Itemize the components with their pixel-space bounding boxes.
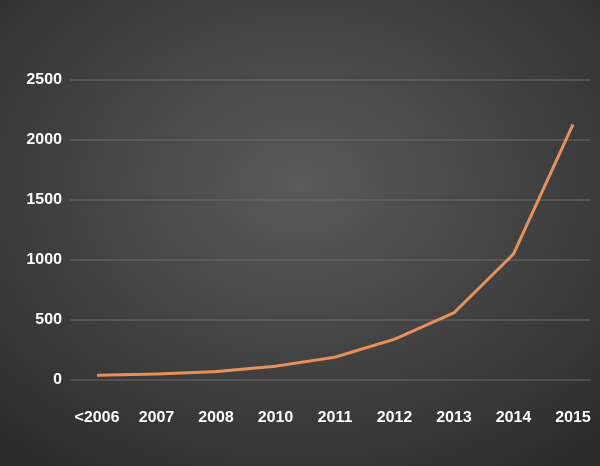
x-tick-label: 2012 — [377, 409, 413, 426]
data-line — [96, 123, 575, 377]
y-tick-label: 2000 — [26, 131, 62, 148]
x-tick-label: 2008 — [198, 409, 234, 426]
y-tick-label: 2500 — [26, 71, 62, 88]
y-tick-label: 0 — [53, 371, 62, 388]
x-tick-label: 2007 — [139, 409, 175, 426]
x-tick-label: 2015 — [555, 409, 591, 426]
y-tick-label: 1500 — [26, 191, 62, 208]
y-tick-label: 500 — [35, 311, 62, 328]
x-tick-label: 2014 — [496, 409, 532, 426]
x-tick-label: 2011 — [318, 409, 353, 426]
x-tick-label: 2010 — [258, 409, 294, 426]
x-tick-label: 2013 — [436, 409, 472, 426]
y-tick-label: 1000 — [26, 251, 62, 268]
x-tick-label: <2006 — [75, 409, 120, 426]
